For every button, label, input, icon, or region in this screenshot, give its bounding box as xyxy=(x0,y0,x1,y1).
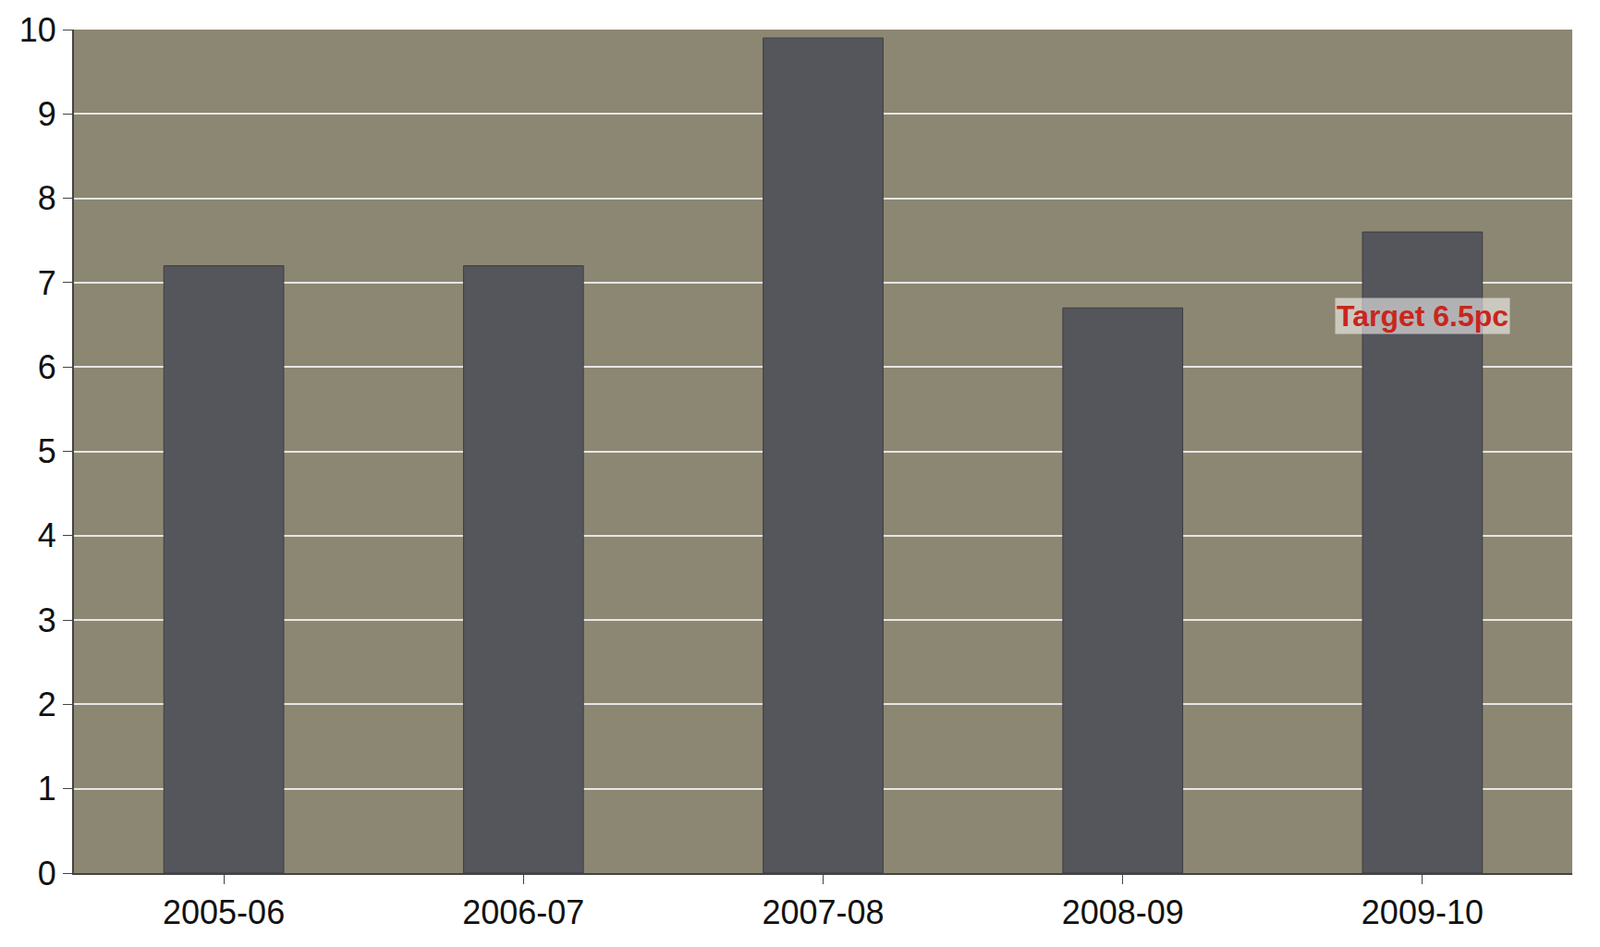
svg-text:1: 1 xyxy=(37,769,57,808)
svg-text:4: 4 xyxy=(37,516,57,555)
svg-text:2008-09: 2008-09 xyxy=(1062,893,1185,932)
svg-text:2005-06: 2005-06 xyxy=(162,893,285,932)
svg-text:10: 10 xyxy=(19,11,57,49)
svg-text:6: 6 xyxy=(37,348,57,387)
svg-text:7: 7 xyxy=(37,264,57,303)
svg-text:2007-08: 2007-08 xyxy=(761,893,884,932)
svg-text:8: 8 xyxy=(37,179,57,218)
svg-text:9: 9 xyxy=(37,95,57,134)
svg-text:3: 3 xyxy=(37,601,57,640)
svg-text:2: 2 xyxy=(37,685,57,724)
svg-text:2006-07: 2006-07 xyxy=(462,893,585,932)
svg-text:Target 6.5pc: Target 6.5pc xyxy=(1336,299,1509,333)
svg-text:0: 0 xyxy=(37,854,57,893)
svg-text:5: 5 xyxy=(37,432,57,471)
svg-text:2009-10: 2009-10 xyxy=(1361,893,1484,932)
